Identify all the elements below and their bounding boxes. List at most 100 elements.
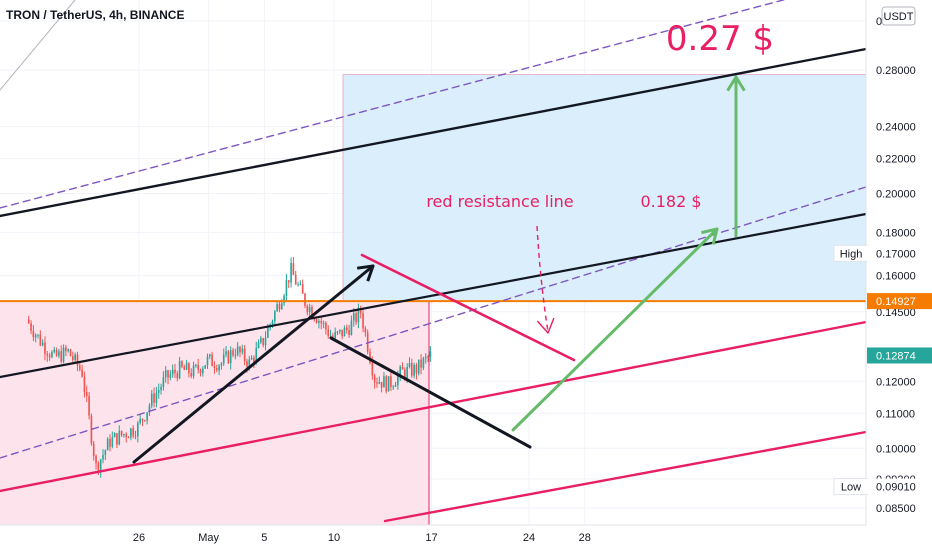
low-price-label: 0.09010: [876, 482, 916, 494]
candle-body: [413, 365, 415, 376]
candle-body: [195, 365, 197, 366]
candle-body: [286, 280, 288, 296]
candle-body: [420, 360, 422, 368]
candle-body: [281, 303, 283, 309]
candle-body: [244, 349, 246, 362]
candle-body: [207, 357, 209, 366]
time-tick-label: May: [198, 532, 219, 544]
candle-body: [56, 350, 58, 356]
candle-body: [348, 330, 350, 335]
candle-body: [260, 338, 262, 342]
candle-body: [267, 328, 269, 338]
candle-body: [40, 335, 42, 346]
candle-body: [121, 431, 123, 435]
candle-body: [93, 443, 95, 456]
candle-body: [70, 349, 72, 356]
candle-body: [323, 323, 325, 324]
candle-body: [232, 350, 234, 355]
candle-body: [295, 275, 297, 284]
candle-body: [409, 363, 411, 367]
candle-body: [33, 331, 35, 337]
candle-body: [116, 433, 118, 444]
candle-body: [86, 392, 88, 396]
move-label: 0.182 $: [640, 192, 701, 211]
candle-body: [67, 349, 69, 351]
time-tick-label: 10: [328, 532, 340, 544]
candle-body: [337, 332, 339, 333]
candle-body: [279, 304, 281, 309]
price-tick-label: 0.28000: [876, 65, 916, 77]
candle-body: [251, 358, 253, 360]
time-tick-label: 24: [523, 532, 535, 544]
candle-body: [151, 393, 153, 405]
candle-body: [163, 377, 165, 387]
candle-body: [300, 284, 302, 285]
candle-body: [246, 361, 248, 367]
candle-body: [392, 387, 394, 388]
candle-body: [65, 347, 67, 351]
candle-body: [327, 329, 329, 336]
candle-body: [30, 323, 32, 331]
candle-body: [190, 373, 192, 376]
candle-body: [105, 450, 107, 455]
candle-body: [427, 357, 429, 358]
candle-body: [172, 370, 174, 375]
candle-body: [79, 366, 81, 370]
candle-body: [211, 354, 213, 366]
resistance-note: red resistance line: [426, 192, 573, 211]
candle-body: [318, 321, 320, 323]
candle-body: [228, 351, 230, 363]
candle-body: [372, 363, 374, 376]
low-price-label-tag: Low: [841, 482, 861, 494]
price-tick-label: 0.22000: [876, 154, 916, 166]
candle-body: [290, 263, 292, 283]
candle-body: [218, 365, 220, 370]
candle-body: [100, 459, 102, 471]
candle-body: [46, 354, 48, 356]
candle-body: [137, 423, 139, 436]
candle-body: [293, 263, 295, 275]
candle-body: [214, 366, 216, 368]
base-zone: [0, 301, 429, 525]
candle-body: [381, 382, 383, 387]
candle-body: [200, 370, 202, 374]
candle-body: [72, 356, 74, 360]
candle-body: [188, 363, 190, 373]
candle-body: [98, 463, 100, 471]
candle-body: [276, 304, 278, 311]
price-tick-label: 0.08500: [876, 503, 916, 515]
candle-body: [176, 373, 178, 378]
candle-body: [309, 307, 311, 312]
candle-body: [51, 352, 53, 357]
candle-body: [221, 364, 223, 366]
high-price-label: 0.17000: [876, 248, 916, 260]
candle-body: [111, 437, 113, 447]
candle-body: [135, 436, 137, 437]
time-tick-label: 28: [579, 532, 591, 544]
candle-body: [304, 294, 306, 306]
candle-body: [406, 367, 408, 378]
candle-body: [174, 370, 176, 374]
candle-body: [302, 284, 304, 293]
candle-body: [81, 370, 83, 377]
candle-body: [88, 396, 90, 415]
candle-body: [351, 321, 353, 335]
price-tick-label: 0.12000: [876, 376, 916, 388]
price-tick-label: 0.11000: [876, 408, 915, 420]
candle-body: [37, 335, 39, 336]
candle-body: [128, 437, 130, 438]
time-tick-label: 5: [261, 532, 267, 544]
candle-body: [339, 330, 341, 332]
candle-body: [430, 351, 432, 356]
candle-body: [186, 363, 188, 370]
candle-body: [167, 370, 169, 378]
candle-body: [95, 456, 97, 463]
candle-body: [123, 434, 125, 435]
candle-body: [239, 347, 241, 353]
candle-body: [423, 358, 425, 368]
candle-body: [320, 321, 322, 323]
currency-button[interactable]: USDT: [882, 7, 915, 25]
candle-body: [139, 419, 141, 423]
candle-body: [307, 306, 309, 312]
